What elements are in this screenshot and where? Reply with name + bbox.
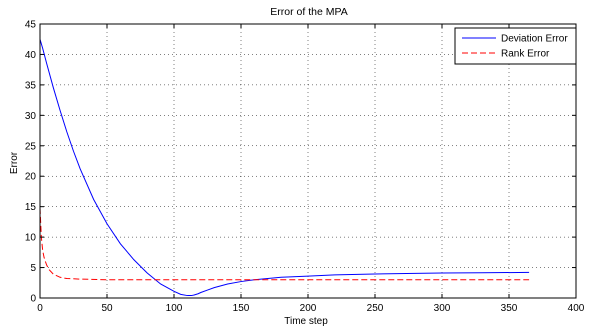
- x-tick-label: 350: [501, 303, 518, 314]
- legend: Deviation Error Rank Error: [454, 27, 577, 65]
- axis-ticks: 0 50 100 150 200 250 300 350 400 0 5 10 15 20 25 30 35 40…: [25, 20, 585, 315]
- y-tick-label: 15: [25, 202, 37, 213]
- grid-lines: [40, 24, 576, 298]
- x-tick-label: 100: [166, 303, 183, 314]
- x-tick-label: 300: [434, 303, 451, 314]
- x-tick-label: 400: [568, 303, 585, 314]
- y-tick-label: 45: [25, 20, 37, 31]
- chart-title: Error of the MPA: [270, 6, 347, 18]
- legend-label-rank: Rank Error: [501, 49, 550, 60]
- y-tick-label: 5: [30, 263, 36, 274]
- x-tick-label: 150: [233, 303, 250, 314]
- y-tick-label: 20: [25, 172, 37, 183]
- x-tick-label: 0: [37, 303, 43, 314]
- y-tick-label: 0: [30, 294, 36, 305]
- legend-label-deviation: Deviation Error: [501, 34, 568, 45]
- x-tick-label: 200: [300, 303, 317, 314]
- x-axis-label: Time step: [284, 316, 328, 326]
- series-line-rank-error: [39, 207, 530, 281]
- x-tick-label: 50: [101, 303, 113, 314]
- y-tick-label: 35: [25, 80, 37, 91]
- y-axis-label: Error: [9, 151, 20, 174]
- series-line-deviation-error: [39, 39, 530, 297]
- y-tick-label: 30: [25, 111, 37, 122]
- y-tick-label: 40: [25, 50, 37, 61]
- series-layer: [39, 39, 530, 297]
- x-tick-label: 250: [367, 303, 384, 314]
- y-tick-label: 25: [25, 141, 37, 152]
- legend-box: [454, 27, 577, 65]
- y-tick-label: 10: [25, 233, 37, 244]
